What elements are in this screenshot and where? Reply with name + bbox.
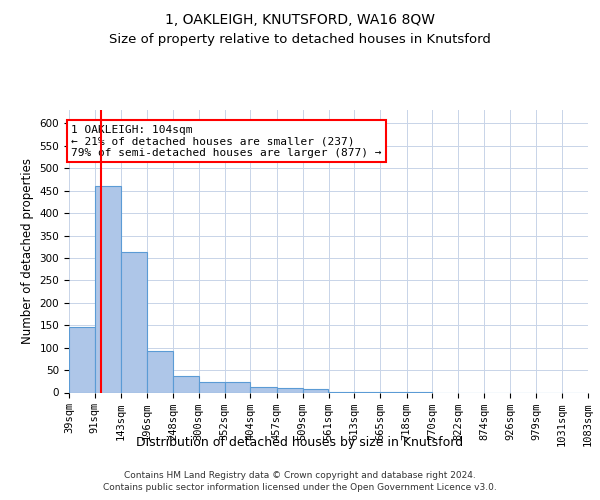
Bar (199, 382, 224, 392)
Bar (250, 386, 277, 392)
Y-axis label: Number of detached properties: Number of detached properties (21, 158, 34, 344)
Text: 1 OAKLEIGH: 104sqm
← 21% of detached houses are smaller (237)
79% of semi-detach: 1 OAKLEIGH: 104sqm ← 21% of detached hou… (71, 125, 382, 158)
Text: Distribution of detached houses by size in Knutsford: Distribution of detached houses by size … (136, 436, 464, 449)
Bar (277, 388, 302, 392)
Text: 1, OAKLEIGH, KNUTSFORD, WA16 8QW: 1, OAKLEIGH, KNUTSFORD, WA16 8QW (165, 12, 435, 26)
Bar (224, 382, 250, 392)
Bar (302, 390, 329, 392)
Bar (95, 186, 121, 392)
Bar (173, 376, 199, 392)
Bar (69, 326, 95, 392)
Bar (121, 252, 147, 392)
Text: Contains HM Land Registry data © Crown copyright and database right 2024.
Contai: Contains HM Land Registry data © Crown c… (103, 471, 497, 492)
Bar (147, 351, 173, 393)
Text: Size of property relative to detached houses in Knutsford: Size of property relative to detached ho… (109, 32, 491, 46)
